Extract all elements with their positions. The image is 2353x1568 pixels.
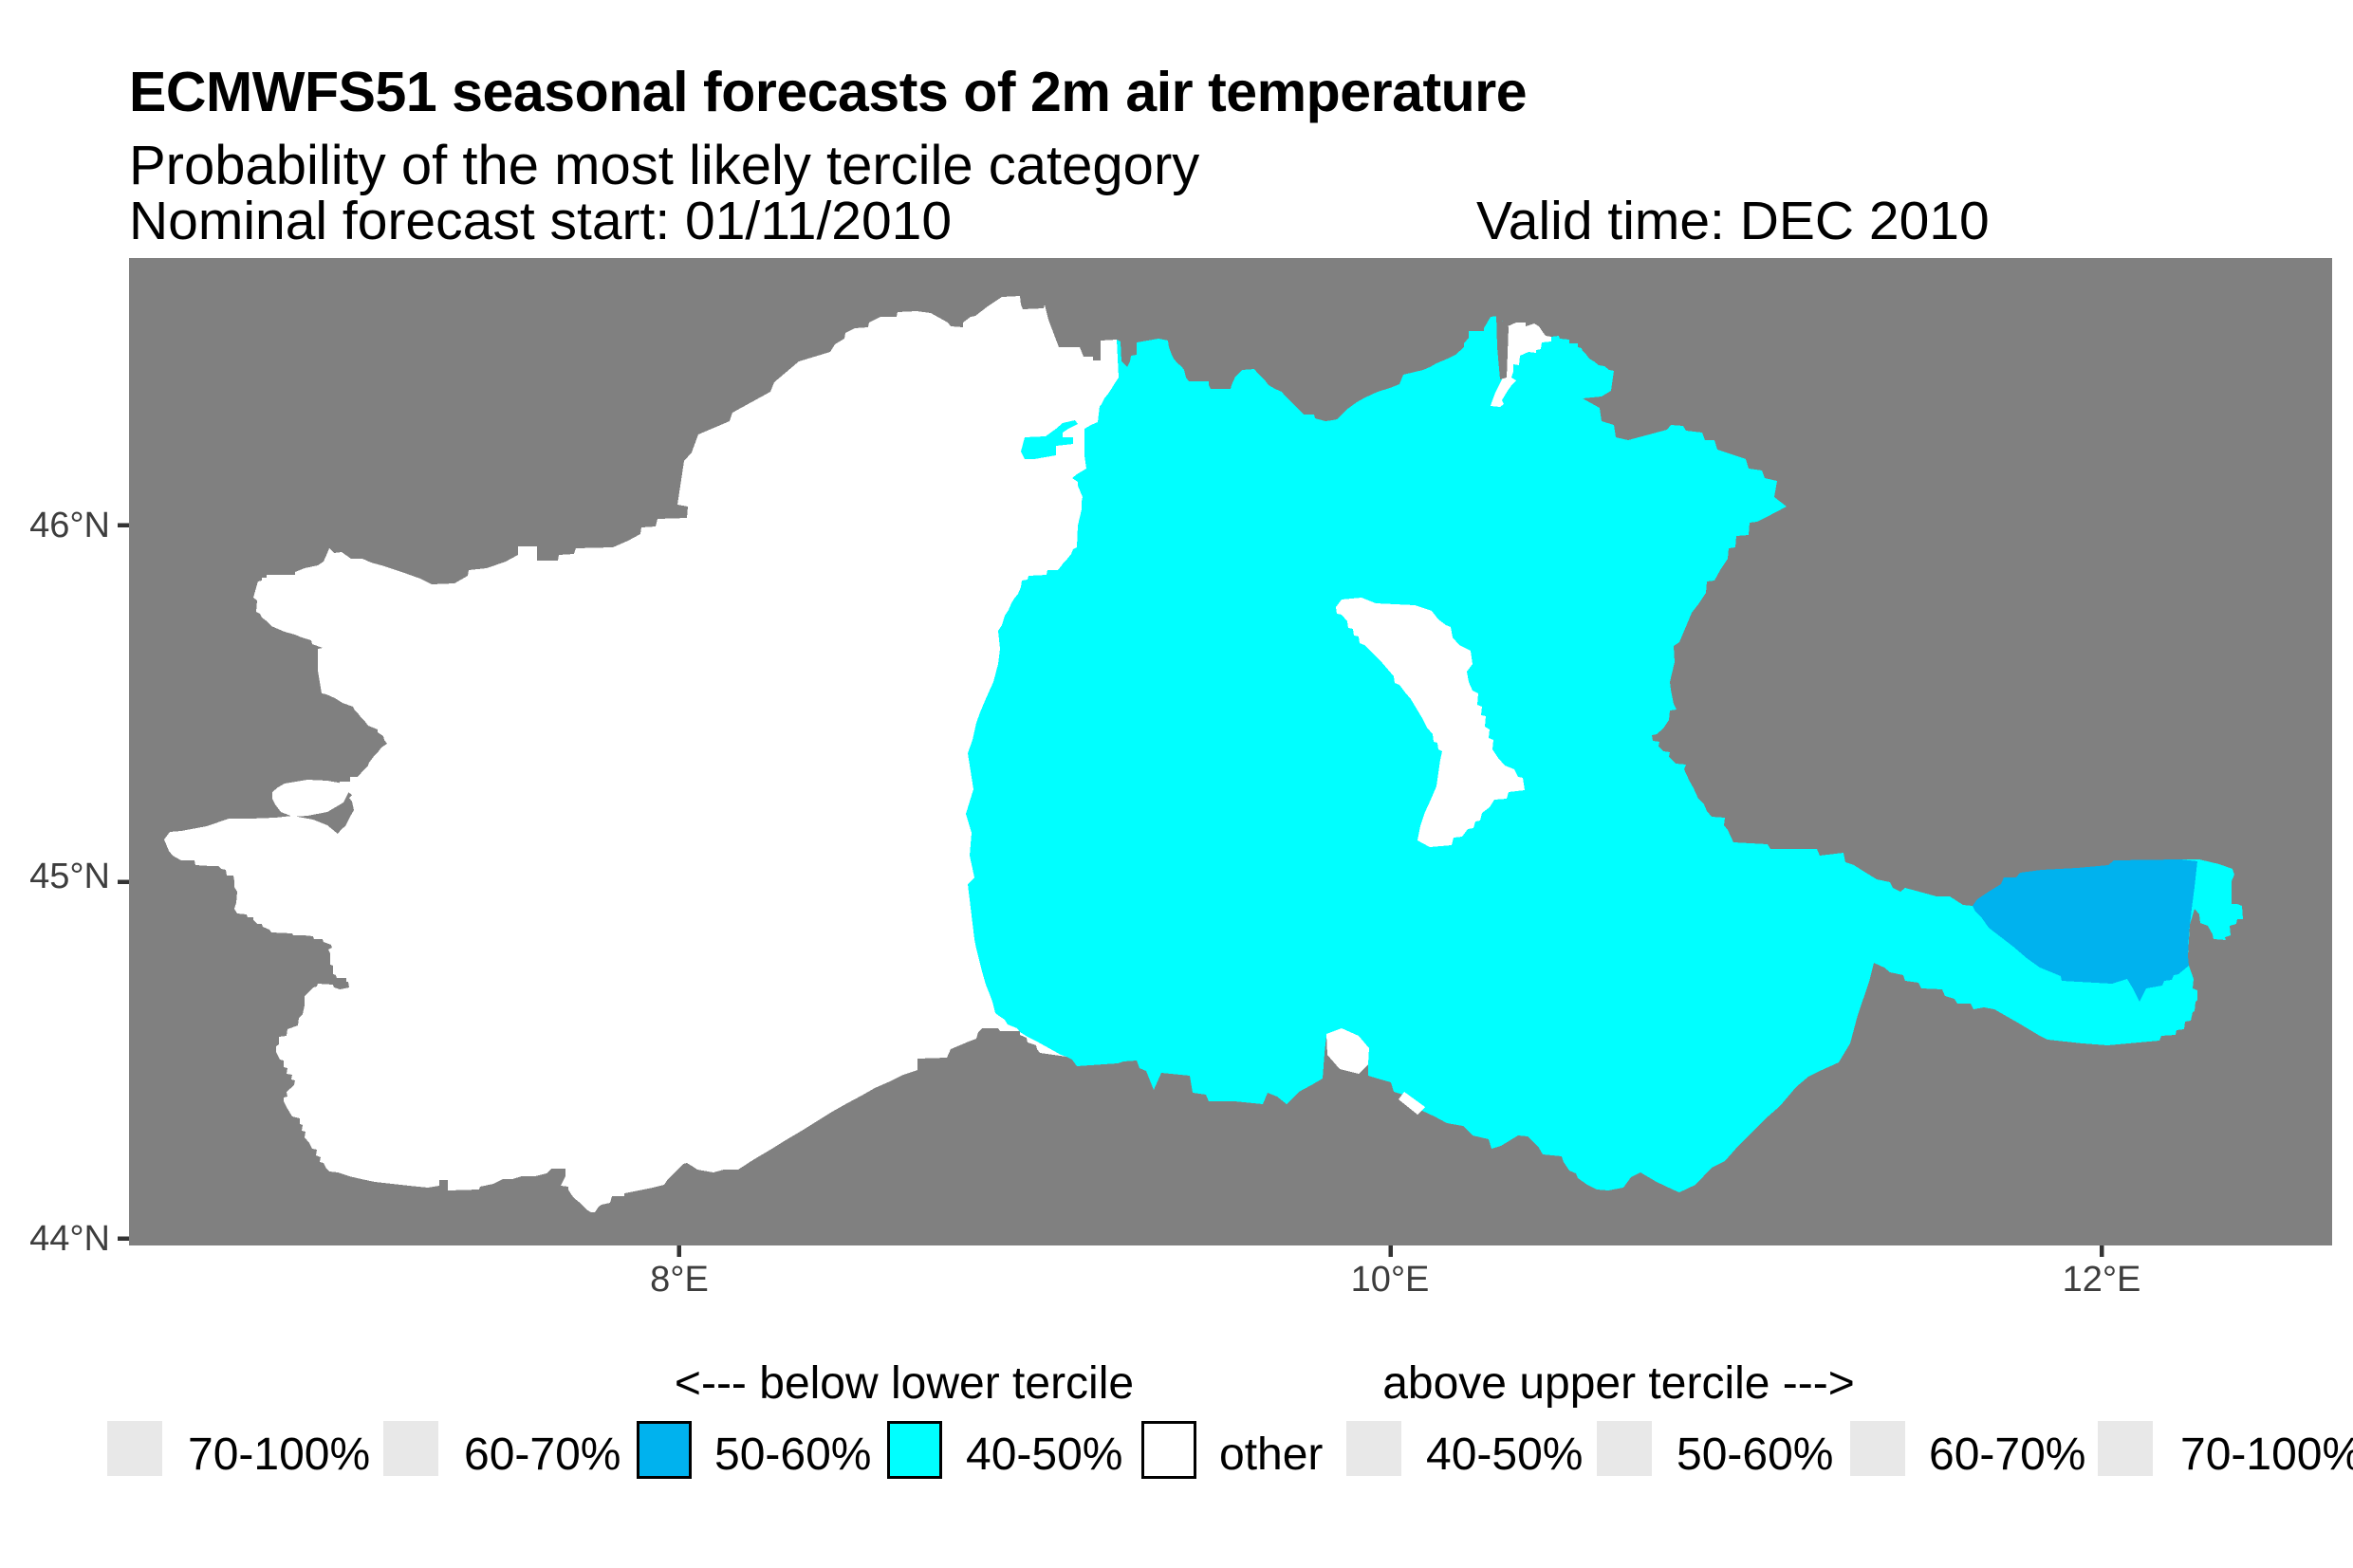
svg-text:8°E: 8°E xyxy=(650,1260,709,1300)
svg-text:50-60%: 50-60% xyxy=(714,1430,871,1480)
svg-text:70-100%: 70-100% xyxy=(2180,1430,2353,1480)
svg-text:60-70%: 60-70% xyxy=(1929,1430,2085,1480)
svg-text:44°N: 44°N xyxy=(29,1219,110,1259)
svg-text:<--- below lower tercile: <--- below lower tercile xyxy=(675,1358,1134,1409)
svg-text:Nominal forecast start: 01/11/: Nominal forecast start: 01/11/2010 xyxy=(129,191,952,251)
svg-text:40-50%: 40-50% xyxy=(1426,1430,1583,1480)
svg-text:Probability of the most likely: Probability of the most likely tercile c… xyxy=(129,135,1199,196)
svg-text:40-50%: 40-50% xyxy=(966,1430,1122,1480)
svg-text:12°E: 12°E xyxy=(2063,1260,2141,1300)
svg-text:above upper tercile --->: above upper tercile ---> xyxy=(1382,1358,1855,1409)
svg-text:50-60%: 50-60% xyxy=(1677,1430,1833,1480)
svg-text:70-100%: 70-100% xyxy=(188,1430,370,1480)
svg-text:other: other xyxy=(1219,1430,1323,1480)
svg-text:60-70%: 60-70% xyxy=(464,1430,621,1480)
svg-text:45°N: 45°N xyxy=(29,857,110,896)
svg-text:10°E: 10°E xyxy=(1351,1260,1430,1300)
svg-text:Valid time: DEC 2010: Valid time: DEC 2010 xyxy=(1476,191,1990,251)
svg-text:46°N: 46°N xyxy=(29,506,110,545)
svg-text:ECMWFS51 seasonal forecasts of: ECMWFS51 seasonal forecasts of 2m air te… xyxy=(129,61,1527,123)
